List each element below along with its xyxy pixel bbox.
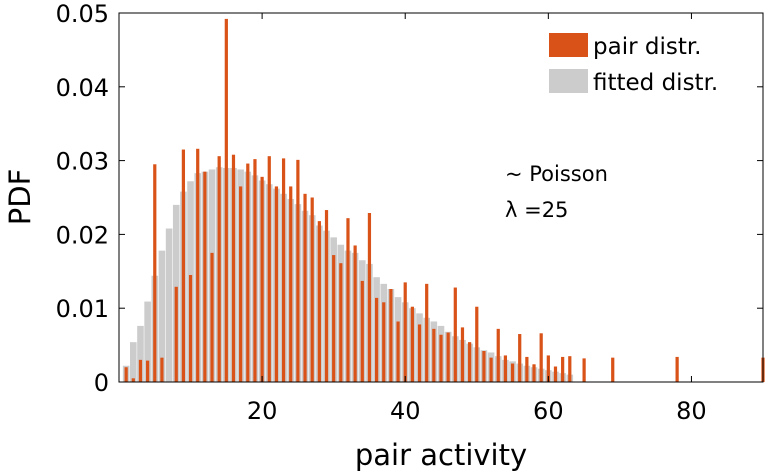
y-tick-label-2: 0.02 [56,221,109,249]
bar-pair-distr-9 [181,149,186,382]
bar-pair-distr-56 [518,334,522,382]
y-tick-label-5: 0.05 [56,0,109,28]
bar-pair-distr-18 [246,163,250,382]
bar-pair-distr-46 [446,332,450,382]
poisson-annotation: ~ Poisson λ =25 [505,162,608,222]
bar-pair-distr-6 [160,357,164,382]
x-tick-label-60: 60 [533,397,564,425]
bar-pair-distr-42 [417,324,422,382]
bar-pair-distr-29 [324,210,329,382]
y-tick-label-1: 0.01 [56,295,109,323]
y-tick-label-0: 0 [94,369,109,397]
y-tick-label-3: 0.03 [56,148,109,176]
bar-pair-distr-44 [432,328,436,382]
bar-pair-distr-55 [510,363,515,382]
bar-pair-distr-40 [403,282,407,382]
bar-pair-distr-58 [532,364,536,382]
bar-fitted-distr-2 [130,342,137,382]
annotation-line-lambda: λ =25 [505,198,568,222]
legend-label-fitted-distr: fitted distr. [593,70,718,96]
bar-fitted-distr-6 [158,250,166,382]
bar-pair-distr-35 [367,213,372,382]
bar-pair-distr-32 [346,218,350,382]
pair-distr-bars [124,18,765,383]
bar-pair-distr-15 [224,18,228,383]
bar-pair-distr-23 [281,158,286,382]
bar-pair-distr-51 [482,351,486,382]
x-tick-label-20: 20 [247,397,278,425]
bar-fitted-distr-7 [165,228,173,382]
bar-pair-distr-21 [267,156,271,382]
bar-fitted-distr-3 [137,325,144,382]
bar-pair-distr-78 [675,356,679,382]
bar-pair-distr-60 [546,355,550,382]
bar-pair-distr-13 [210,252,214,382]
bar-pair-distr-57 [525,356,529,382]
bar-pair-distr-41 [410,306,414,382]
bar-pair-distr-10 [188,274,193,382]
bar-pair-distr-54 [503,355,508,382]
bar-pair-distr-22 [274,186,279,382]
bar-pair-distr-26 [303,193,307,382]
bar-pair-distr-63 [568,356,572,382]
bar-pair-distr-20 [260,176,264,382]
x-tick-label-40: 40 [390,397,421,425]
bar-pair-distr-16 [231,154,236,382]
bar-pair-distr-19 [253,159,257,382]
annotation-line-distribution: ~ Poisson [505,162,608,186]
bar-pair-distr-65 [582,358,586,382]
legend-label-pair-distr: pair distr. [593,34,702,60]
bar-pair-distr-28 [317,221,321,382]
x-tick-label-80: 80 [676,397,707,425]
bar-pair-distr-8 [174,286,178,382]
bar-pair-distr-30 [332,255,336,382]
legend-swatch-pair-distr [549,33,588,57]
bar-pair-distr-39 [396,321,400,382]
bar-fitted-distr-4 [144,301,151,382]
bar-pair-distr-69 [611,357,615,382]
bar-pair-distr-4 [146,360,150,382]
y-tick-label-4: 0.04 [56,74,109,102]
bar-pair-distr-48 [460,327,465,382]
bar-pair-distr-3 [138,359,143,382]
bar-pair-distr-25 [296,159,300,382]
legend-swatch-fitted-distr [549,69,588,93]
bar-pair-distr-43 [425,283,429,382]
bar-pair-distr-59 [539,333,543,382]
bar-pair-distr-31 [339,263,343,382]
bar-pair-distr-5 [153,164,157,382]
bar-pair-distr-45 [439,334,443,382]
bar-pair-distr-17 [239,186,243,382]
x-axis-title: pair activity [355,438,527,472]
bar-pair-distr-34 [360,280,364,382]
plot-area-frame [118,12,764,383]
legend: pair distr. fitted distr. [549,33,718,96]
bar-pair-distr-47 [453,287,457,382]
bar-pair-distr-61 [553,366,558,382]
bar-pair-distr-27 [310,197,314,382]
bar-pair-distr-52 [489,357,493,382]
bar-pair-distr-37 [382,302,386,382]
bar-pair-distr-49 [468,342,472,382]
bar-pair-distr-2 [131,378,135,382]
bar-pair-distr-38 [389,289,393,382]
bar-pair-distr-12 [203,171,207,382]
axis-ticks: 20 40 60 80 0 0.01 0.02 0.03 0.04 0.05 [56,0,763,425]
bar-pair-distr-62 [561,356,565,382]
bar-pair-distr-33 [353,245,357,382]
bar-pair-distr-14 [217,156,221,382]
bar-pair-distr-53 [496,328,500,382]
bar-pair-distr-1 [124,367,128,382]
bar-pair-distr-11 [196,148,200,382]
bar-pair-distr-36 [374,297,379,382]
y-axis-title: PDF [3,169,37,226]
bar-pair-distr-24 [289,186,293,382]
bar-pair-distr-50 [475,306,479,382]
